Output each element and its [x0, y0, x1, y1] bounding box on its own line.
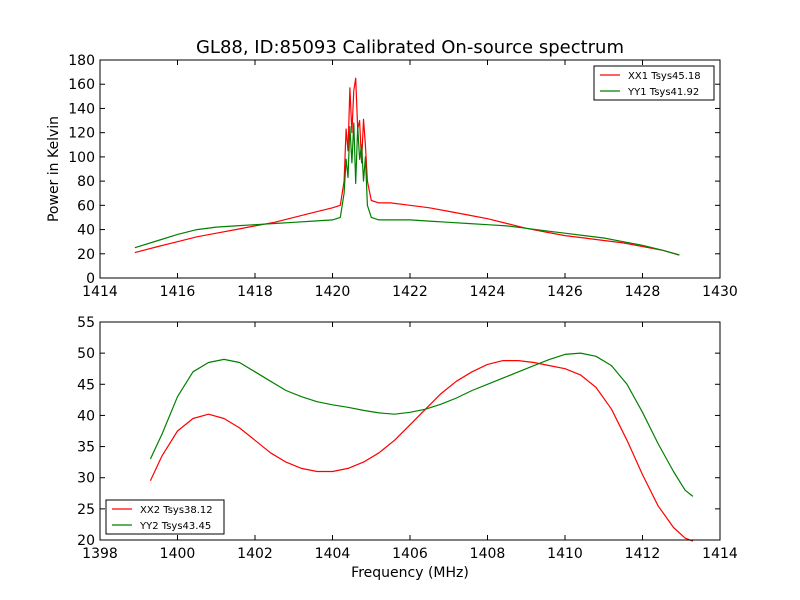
x-tick-label: 1412: [625, 546, 661, 562]
x-tick-label: 1426: [547, 284, 583, 300]
figure-title: GL88, ID:85093 Calibrated On-source spec…: [196, 37, 624, 58]
x-tick-label: 1410: [547, 546, 583, 562]
x-tick-label: 1428: [625, 284, 661, 300]
x-tick-label: 1398: [82, 546, 118, 562]
y-tick-label: 25: [77, 502, 95, 518]
x-tick-label: 1400: [160, 546, 196, 562]
bottom-plot-xx2-yy2: 1398 1400 1402 1404 1406 1408 1410 1412 1414 20 25…: [77, 315, 738, 581]
y-tick-label: 0: [86, 271, 95, 287]
x-tick-label: 1430: [702, 284, 738, 300]
y-tick-label: 160: [68, 77, 95, 93]
x-tick-label: 1424: [470, 284, 506, 300]
y-tick-label: 100: [68, 150, 95, 166]
series-line-2-2: [149, 352, 694, 497]
y-tick-label: 35: [77, 440, 95, 456]
x-tick-label: 1416: [160, 284, 196, 300]
y-tick-label: 40: [77, 408, 95, 424]
y-tick-label: 30: [77, 471, 95, 487]
top-plot-xx1-yy1: 1414 1416 1418 1420 1422 1424 1426 1428 1430 0 20 4…: [46, 53, 738, 300]
y-tick-label: 20: [77, 533, 95, 549]
y-tick-label: 120: [68, 126, 95, 142]
y-tick-label: 60: [77, 198, 95, 214]
y-tick-label: 20: [77, 247, 95, 263]
legend-label: XX2 Tsys38.12: [140, 505, 213, 516]
legend-box: [105, 499, 225, 535]
x-tick-label: 1414: [82, 284, 118, 300]
legend-box: [593, 65, 715, 101]
x-tick-label: 1420: [315, 284, 351, 300]
legend-1: XX1 Tsys45.18 YY1 Tsys41.92: [593, 65, 715, 101]
x-tick-label: 1408: [470, 546, 506, 562]
y-tick-label: 140: [68, 101, 95, 117]
series-line-1-2: [134, 122, 680, 256]
y-tick-label: 45: [77, 377, 95, 393]
legend-2: XX2 Tsys38.12 YY2 Tsys43.45: [105, 499, 225, 535]
x-tick-label: 1414: [702, 546, 738, 562]
legend-label: XX1 Tsys45.18: [628, 71, 701, 82]
x-tick-label: 1402: [237, 546, 273, 562]
legend-label: YY1 Tsys41.92: [627, 87, 699, 98]
x-axis-label: Frequency (MHz): [351, 565, 469, 581]
x-tick-label: 1418: [237, 284, 273, 300]
x-tick-label: 1406: [392, 546, 428, 562]
y-tick-label: 50: [77, 346, 95, 362]
legend-label: YY2 Tsys43.45: [139, 521, 211, 532]
series-line-1-1: [134, 77, 680, 256]
y-axis-label: Power in Kelvin: [46, 116, 62, 222]
x-tick-label: 1422: [392, 284, 428, 300]
y-tick-label: 180: [68, 53, 95, 69]
y-tick-label: 80: [77, 174, 95, 190]
y-tick-label: 55: [77, 315, 95, 331]
y-tick-label: 40: [77, 223, 95, 239]
x-tick-label: 1404: [315, 546, 351, 562]
